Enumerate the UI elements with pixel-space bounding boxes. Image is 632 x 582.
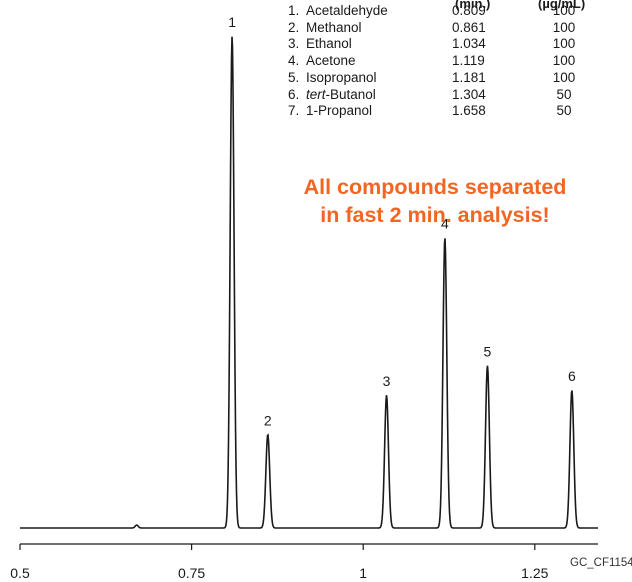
- compound-name: Methanol: [306, 20, 362, 37]
- retention-time: 0.809: [452, 3, 486, 18]
- peak-label: 5: [484, 344, 492, 360]
- peak-labels: 1234567: [228, 14, 576, 429]
- compound-number: 6.: [288, 86, 300, 102]
- concentration: 100: [552, 69, 576, 85]
- concentration: 50: [556, 103, 572, 119]
- x-tick-label: 1.25: [521, 565, 548, 581]
- compound-name-text: 1-Propanol: [306, 103, 373, 119]
- compound-name-text: Ethanol: [306, 36, 352, 52]
- callout-line-1: All compounds separated: [303, 175, 567, 199]
- compound-number: 1.: [288, 3, 300, 18]
- compound-name: Ethanol: [306, 36, 352, 53]
- concentration: 100: [552, 3, 576, 18]
- callout-line-2: in fast 2 min. analysis!: [320, 203, 550, 227]
- compound-name-italic: tert: [306, 86, 326, 102]
- separation-callout: All compounds separated in fast 2 min. a…: [255, 173, 615, 229]
- x-tick-label: 0.75: [178, 565, 205, 581]
- compound-name: Isopropanol: [306, 70, 377, 87]
- rt-column-header: (min.): [455, 0, 491, 11]
- peak-label: 1: [228, 14, 236, 30]
- compound-number: 3.: [288, 36, 300, 52]
- conc-column-header: (µg/mL): [538, 0, 586, 11]
- peak-label: 3: [383, 373, 391, 389]
- compound-name: tert-Butanol: [306, 87, 376, 104]
- compound-name: 1-Propanol: [306, 103, 372, 120]
- peak-label: 2: [264, 413, 272, 429]
- compound-name-text: Isopropanol: [306, 69, 377, 85]
- x-tick-label: 1: [359, 565, 367, 581]
- compound-number: 4.: [288, 53, 300, 69]
- retention-time: 0.861: [452, 19, 486, 35]
- compound-name-text: Methanol: [306, 19, 362, 35]
- retention-time: 1.119: [452, 53, 485, 69]
- x-tick-label: 0.5: [10, 565, 30, 581]
- peak-label: 6: [568, 368, 576, 384]
- concentration: 100: [552, 36, 576, 52]
- compound-number: 2.: [288, 19, 300, 35]
- retention-time: 1.181: [452, 69, 486, 85]
- concentration: 100: [552, 53, 576, 69]
- compound-name: Acetaldehyde: [306, 3, 388, 20]
- chromatogram-trace: [20, 36, 598, 529]
- figure-code: GC_CF1154: [570, 557, 632, 569]
- concentration: 50: [556, 86, 572, 102]
- compound-name-text: Acetaldehyde: [306, 3, 388, 18]
- compound-name: Acetone: [306, 53, 356, 70]
- retention-time: 1.658: [452, 103, 486, 119]
- compound-name-text: Acetone: [306, 53, 356, 69]
- concentration: 100: [552, 19, 576, 35]
- retention-time: 1.304: [452, 86, 486, 102]
- compound-name-text: -Butanol: [325, 86, 376, 102]
- retention-time: 1.034: [452, 36, 486, 52]
- compound-number: 7.: [288, 103, 300, 119]
- peak-label: 4: [441, 216, 449, 232]
- compound-number: 5.: [288, 69, 300, 85]
